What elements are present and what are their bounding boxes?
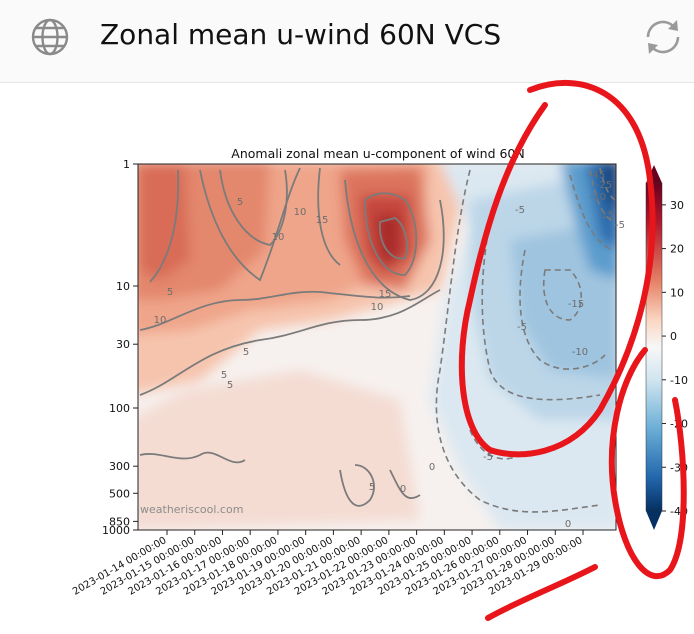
- contour-label: 5: [237, 197, 243, 208]
- y-tick-label: 1000: [102, 524, 130, 537]
- contour-label: 10: [371, 302, 384, 313]
- contour-label: 15: [379, 289, 392, 300]
- colorbar-tick-label: -10: [670, 374, 688, 387]
- contour-label: -5: [515, 205, 525, 216]
- contour-label: -15: [598, 210, 614, 221]
- colorbar-tick-label: 20: [670, 243, 684, 256]
- contour-label: -5: [483, 452, 493, 463]
- contour-lines: [139, 167, 445, 507]
- colorbar-tick-label: 0: [670, 330, 677, 343]
- app-header: Zonal mean u-wind 60N VCS: [0, 0, 694, 83]
- negative-contour-lines: [435, 167, 616, 513]
- refresh-icon[interactable]: [640, 14, 686, 60]
- contour-label: 0: [400, 484, 406, 495]
- colorbar-bottom-extend: [646, 511, 662, 530]
- contour-label: -25: [596, 180, 612, 191]
- red-circle-annotation: [458, 80, 656, 458]
- y-tick-label: 300: [109, 460, 130, 473]
- red-curve-annotation: [608, 347, 687, 579]
- y-tick-label: 30: [116, 338, 130, 351]
- chart-title: Anomali zonal mean u-component of wind 6…: [231, 146, 525, 161]
- contour-label: 5: [243, 347, 249, 358]
- contour-label: 10: [154, 315, 167, 326]
- contour-label: 5: [167, 287, 173, 298]
- contour-label: -5: [517, 322, 527, 333]
- y-tick-label: 850: [109, 515, 130, 528]
- contour-label: -15: [568, 299, 584, 310]
- y-tick-label: 1: [123, 158, 130, 171]
- contour-label: -45: [589, 170, 605, 181]
- contour-label: 15: [316, 215, 329, 226]
- contour-label: 5: [369, 482, 375, 493]
- red-annotations: [458, 80, 687, 621]
- contour-label: 10: [294, 207, 307, 218]
- contour-label: 5: [227, 380, 233, 391]
- colorbar-tick-label: 30: [670, 199, 684, 212]
- contour-label: 5: [221, 370, 227, 381]
- red-underline-annotation: [485, 564, 598, 621]
- contour-label: 0: [565, 519, 571, 530]
- y-tick-label: 500: [109, 487, 130, 500]
- contour-label: -5: [615, 220, 625, 231]
- page-title: Zonal mean u-wind 60N VCS: [100, 18, 502, 51]
- globe-icon[interactable]: [30, 17, 70, 57]
- heatmap-field: [138, 164, 616, 530]
- watermark: weatheriscool.com: [140, 503, 243, 516]
- contour-label: 0: [429, 462, 435, 473]
- plot-frame: [137, 163, 617, 531]
- contour-label: -10: [572, 347, 588, 358]
- y-tick-label: 10: [116, 280, 130, 293]
- contour-label: 10: [272, 232, 285, 243]
- contour-label: -10: [590, 192, 606, 203]
- colorbar-tick-label: 10: [670, 286, 684, 299]
- y-tick-label: 100: [109, 402, 130, 415]
